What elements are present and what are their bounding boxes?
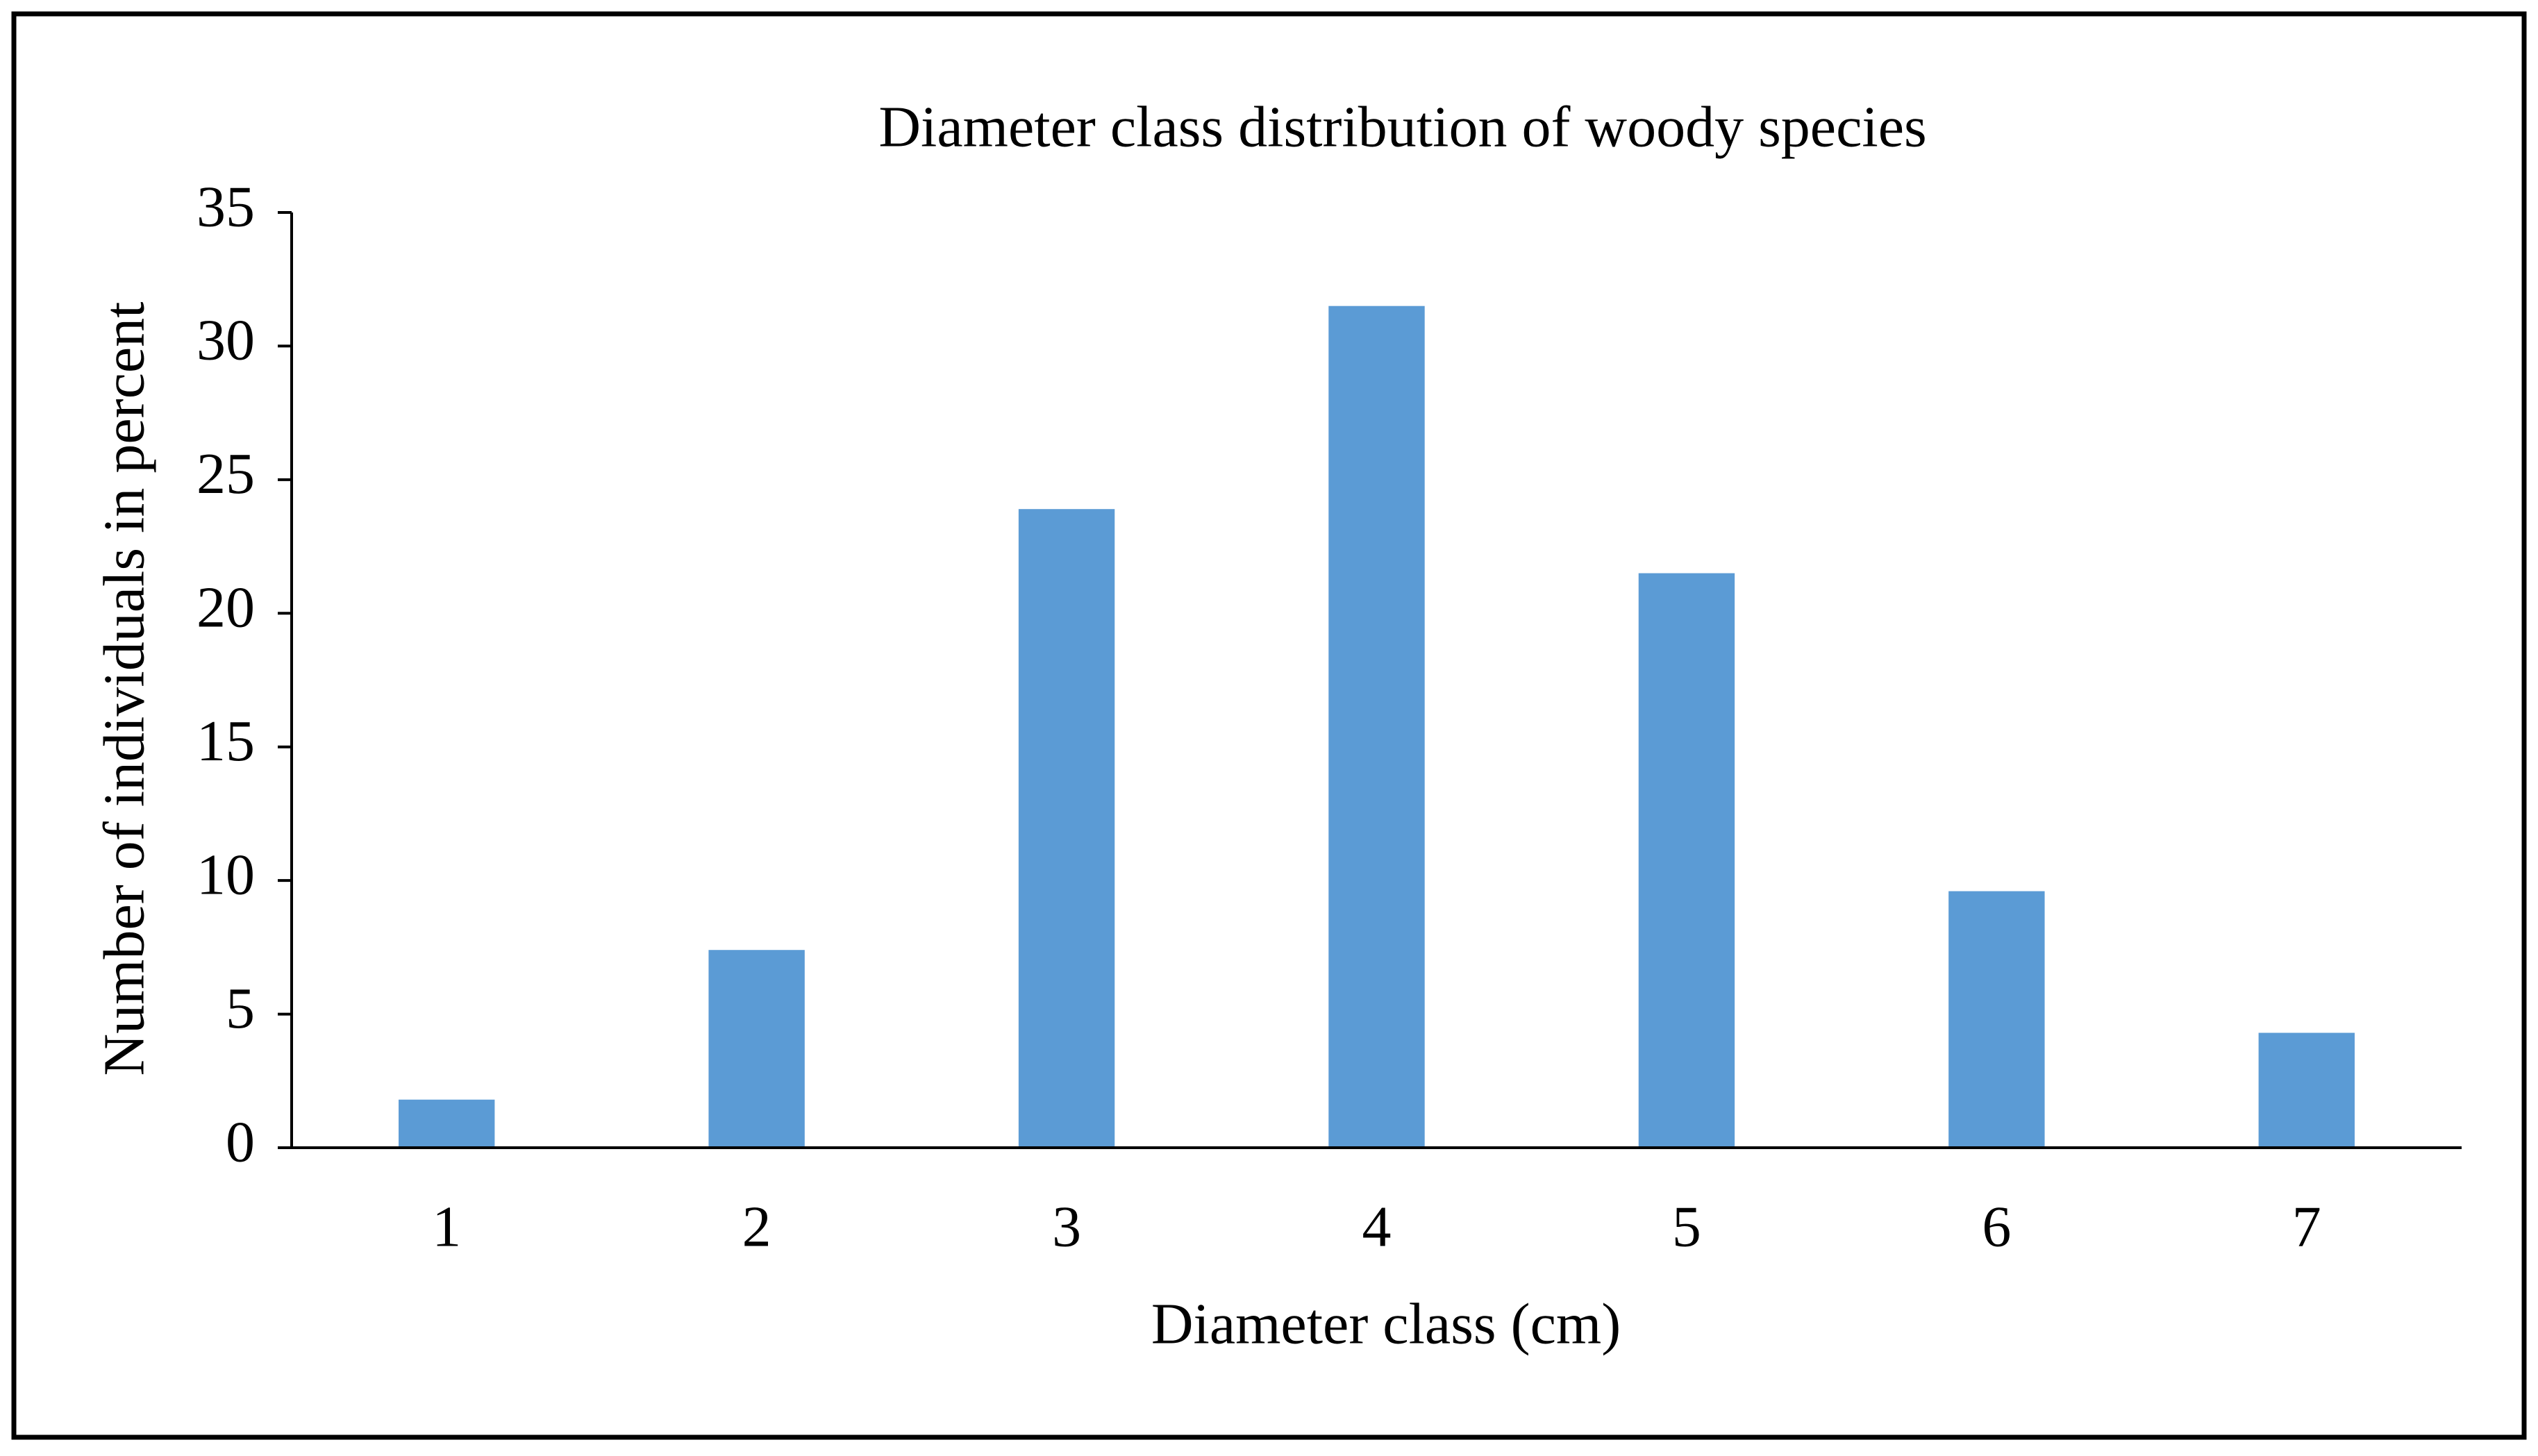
y-tick-label: 25 bbox=[197, 442, 255, 506]
bar bbox=[2258, 1032, 2355, 1148]
y-tick-label: 5 bbox=[226, 976, 255, 1041]
x-tick-label: 2 bbox=[742, 1194, 771, 1259]
y-axis-label: Number of individuals in percent bbox=[92, 301, 156, 1076]
bar bbox=[708, 950, 805, 1148]
y-tick-label: 0 bbox=[226, 1110, 255, 1174]
y-tick-label: 20 bbox=[197, 576, 255, 640]
bar bbox=[399, 1099, 495, 1148]
x-tick-label: 5 bbox=[1672, 1194, 1701, 1259]
x-tick-label: 3 bbox=[1052, 1194, 1081, 1259]
y-tick-label: 35 bbox=[197, 174, 255, 239]
chart-border bbox=[11, 11, 2527, 1440]
x-tick-label: 4 bbox=[1362, 1194, 1392, 1259]
bar bbox=[1328, 306, 1425, 1148]
bar bbox=[1018, 509, 1115, 1148]
y-tick-label: 10 bbox=[197, 842, 255, 907]
y-tick-label: 30 bbox=[197, 308, 255, 373]
x-axis-label: Diameter class (cm) bbox=[1151, 1291, 1621, 1356]
x-tick-label: 7 bbox=[2292, 1194, 2321, 1259]
x-tick-label: 1 bbox=[432, 1194, 461, 1259]
bar bbox=[1948, 891, 2045, 1148]
x-tick-label: 6 bbox=[1982, 1194, 2011, 1259]
chart-title: Diameter class distribution of woody spe… bbox=[878, 94, 1926, 159]
y-tick-label: 15 bbox=[197, 709, 255, 773]
bar bbox=[1638, 573, 1735, 1148]
